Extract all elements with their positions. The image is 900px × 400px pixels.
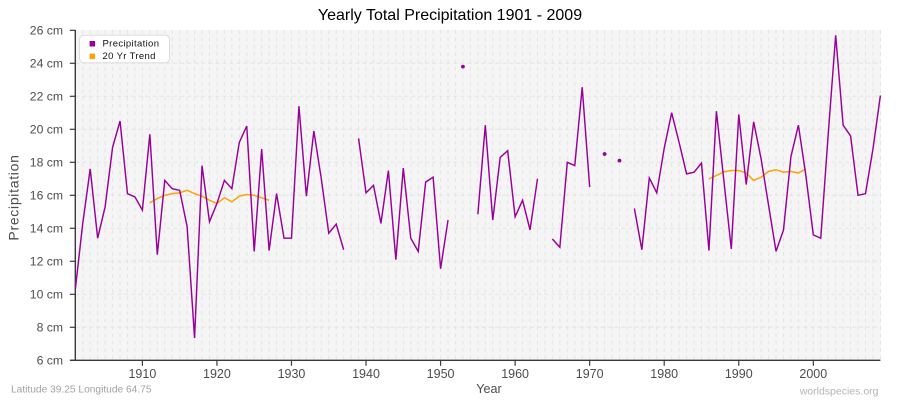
svg-text:1920: 1920 [203, 367, 231, 381]
svg-text:Latitude 39.25 Longitude 64.75: Latitude 39.25 Longitude 64.75 [11, 385, 152, 396]
svg-text:1980: 1980 [650, 367, 678, 381]
svg-text:2000: 2000 [799, 367, 827, 381]
svg-text:Year: Year [476, 382, 501, 396]
svg-text:1910: 1910 [128, 367, 156, 381]
svg-text:18 cm: 18 cm [30, 156, 63, 170]
svg-text:20 cm: 20 cm [30, 123, 63, 137]
svg-text:1930: 1930 [278, 367, 306, 381]
svg-text:6 cm: 6 cm [37, 354, 63, 368]
svg-text:1990: 1990 [725, 367, 753, 381]
svg-text:24 cm: 24 cm [30, 57, 63, 71]
svg-text:20 Yr Trend: 20 Yr Trend [103, 51, 156, 62]
svg-text:26 cm: 26 cm [30, 24, 63, 38]
svg-text:14 cm: 14 cm [30, 222, 63, 236]
svg-text:1970: 1970 [576, 367, 604, 381]
svg-text:1950: 1950 [427, 367, 455, 381]
svg-text:Precipitation: Precipitation [6, 154, 22, 240]
svg-text:16 cm: 16 cm [30, 189, 63, 203]
svg-text:12 cm: 12 cm [30, 255, 63, 269]
svg-text:8 cm: 8 cm [37, 321, 63, 335]
svg-text:Yearly Total Precipitation 190: Yearly Total Precipitation 1901 - 2009 [318, 7, 582, 24]
svg-text:1940: 1940 [352, 367, 380, 381]
svg-text:10 cm: 10 cm [30, 288, 63, 302]
svg-text:22 cm: 22 cm [30, 90, 63, 104]
svg-text:worldspecies.org: worldspecies.org [799, 386, 879, 398]
svg-text:1960: 1960 [501, 367, 529, 381]
svg-text:Precipitation: Precipitation [103, 39, 160, 50]
